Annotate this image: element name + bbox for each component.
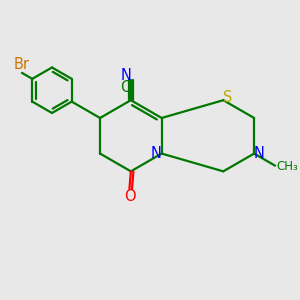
Text: N: N — [120, 68, 131, 83]
Text: O: O — [124, 190, 135, 205]
Text: C: C — [121, 80, 131, 95]
Text: S: S — [223, 90, 232, 105]
Text: Br: Br — [13, 57, 29, 72]
Text: N: N — [254, 146, 265, 161]
Text: CH₃: CH₃ — [276, 160, 298, 173]
Text: N: N — [151, 146, 162, 161]
